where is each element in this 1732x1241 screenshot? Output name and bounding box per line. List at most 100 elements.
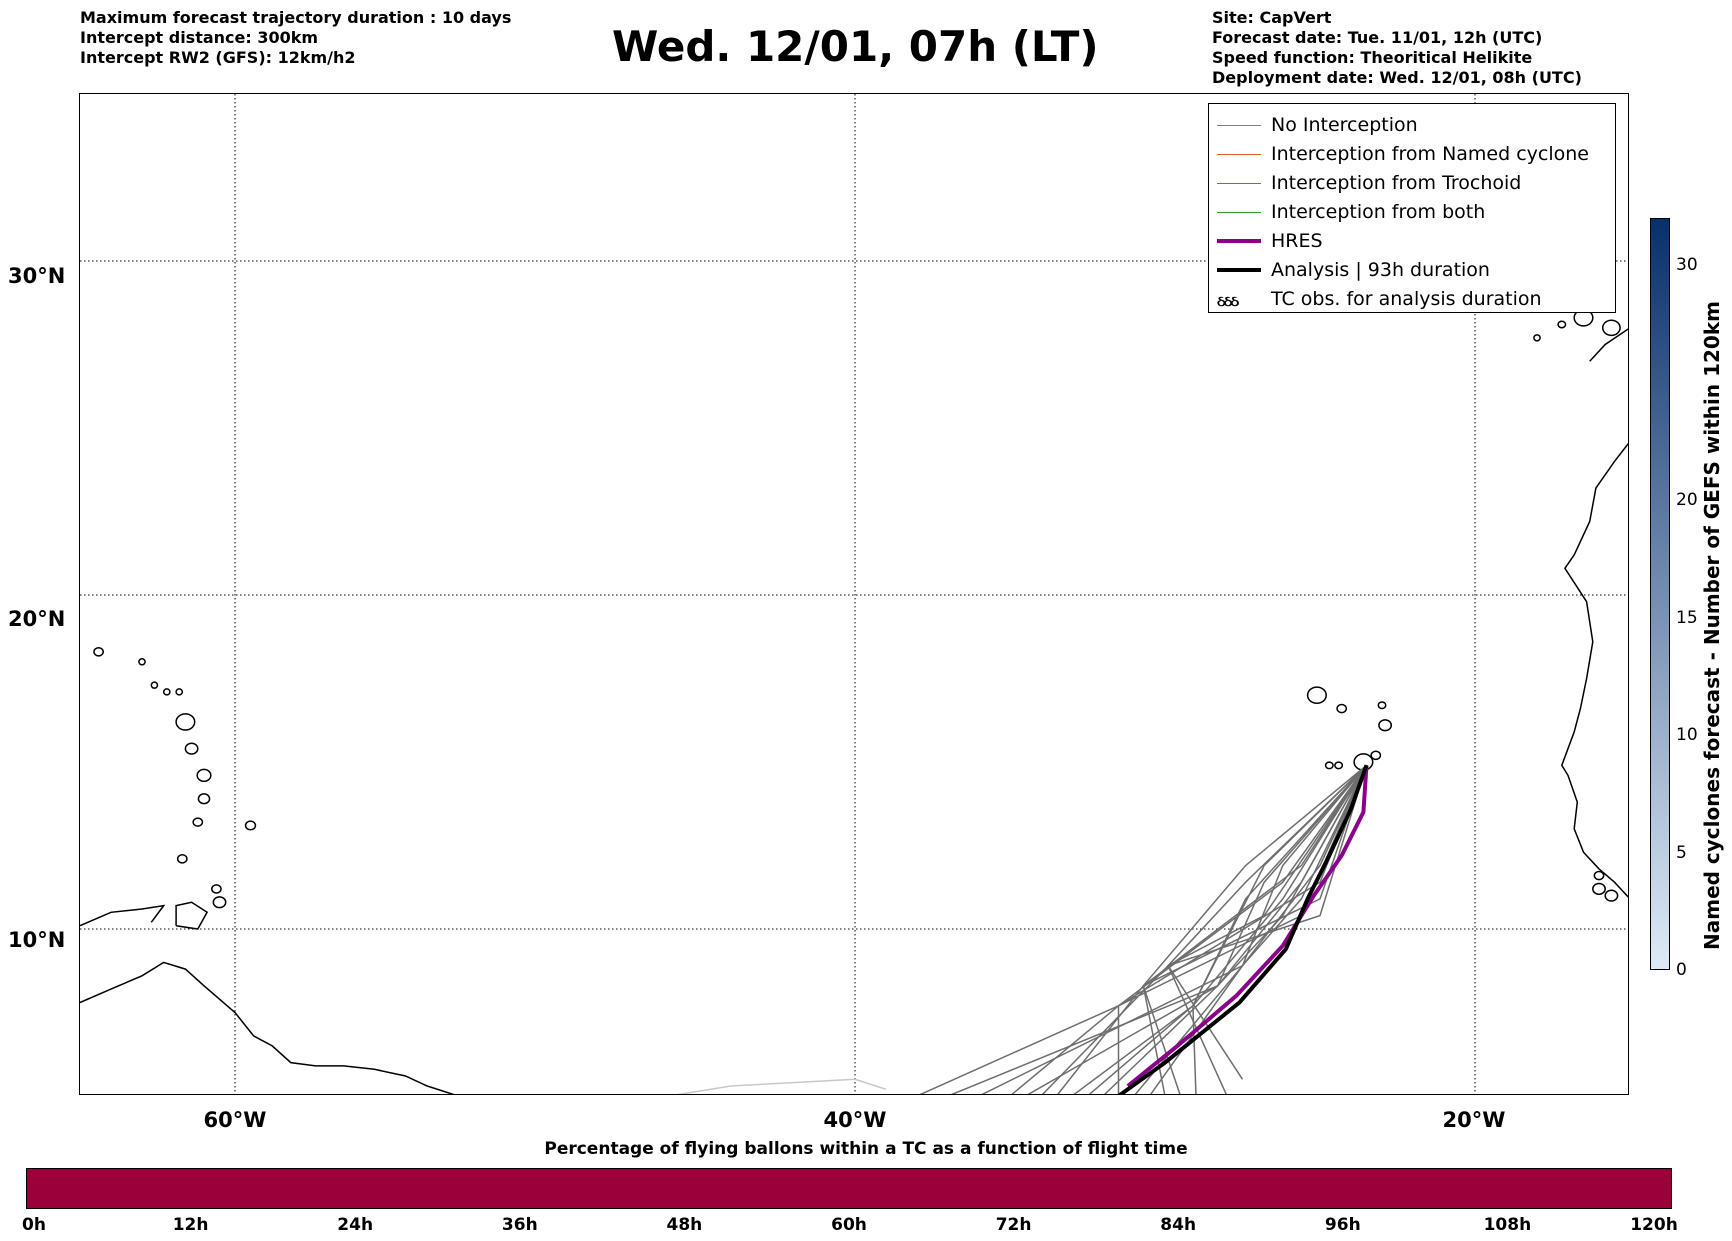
island-outline <box>1306 686 1327 705</box>
legend-item-trochoid: Interception from Trochoid <box>1217 168 1607 197</box>
header-line-distance: Intercept distance: 300km <box>80 28 319 47</box>
south-america-coast <box>80 961 455 1094</box>
header-left-info: Maximum forecast trajectory duration : 1… <box>80 8 511 68</box>
island-outline <box>1604 889 1619 902</box>
ensemble-trajectory <box>1167 764 1368 1094</box>
legend-item-hres: HRES <box>1217 226 1607 255</box>
hbar-tick-label: 48h <box>666 1215 703 1235</box>
island-outline <box>175 713 196 731</box>
venezuela-north-coast <box>80 904 166 927</box>
lat-label-20n: 20°N <box>8 607 66 631</box>
colorbar-vertical <box>1650 218 1670 970</box>
graticule <box>80 94 1628 1094</box>
lon-label-60w: 60°W <box>203 1108 267 1132</box>
colorbar-tick-label: 0 <box>1676 960 1687 980</box>
legend-item-tc-obs: ઠઠઠ TC obs. for analysis duration <box>1217 287 1542 310</box>
island-outline <box>176 854 188 864</box>
island-outline <box>93 646 105 657</box>
hbar-tick-label: 60h <box>831 1215 867 1235</box>
island-outline <box>192 817 204 827</box>
island-outline <box>211 884 222 894</box>
hbar-tick-label: 36h <box>501 1215 538 1235</box>
lat-label-10n: 10°N <box>8 928 66 952</box>
map-canvas[interactable] <box>80 94 1629 1095</box>
tc-symbol-icon: ઠઠઠ <box>1217 291 1239 310</box>
hbar-tick-label: 84h <box>1160 1215 1197 1235</box>
island-outline <box>1533 334 1541 342</box>
legend-item-analysis: Analysis | 93h duration <box>1217 255 1607 284</box>
ensemble-trajectory <box>1073 764 1368 1094</box>
island-outline <box>244 820 257 831</box>
legend-line-olive-icon <box>1217 176 1261 190</box>
island-outline <box>1370 750 1382 761</box>
island-outline <box>1324 761 1334 770</box>
legend-line-green-icon <box>1217 205 1261 219</box>
map-legend: No Interception Interception from Named … <box>1208 103 1616 313</box>
map-title: Wed. 12/01, 07h (LT) <box>612 22 1099 71</box>
africa-north-coast <box>1589 328 1628 362</box>
trinidad-coast <box>175 901 209 930</box>
colorbar-tick-label: 30 <box>1676 255 1698 275</box>
ensemble-trajectory <box>1088 764 1368 1094</box>
legend-line-gray-icon <box>1217 118 1261 132</box>
island-outline <box>184 742 199 755</box>
ensemble-trajectory <box>1142 764 1368 1094</box>
island-outline <box>1557 320 1567 329</box>
legend-item-both: Interception from both <box>1217 197 1607 226</box>
header-line-deployment-date: Deployment date: Wed. 12/01, 08h (UTC) <box>1212 68 1582 87</box>
header-line-intercept: Intercept RW2 (GFS): 12km/h2 <box>80 48 356 67</box>
legend-line-orange-icon <box>1217 147 1261 161</box>
island-outline <box>1336 703 1348 714</box>
island-outline <box>197 793 211 805</box>
header-line-site: Site: CapVert <box>1212 8 1332 27</box>
legend-item-named-cyclone: Interception from Named cyclone <box>1217 139 1607 168</box>
legend-line-purple-icon <box>1217 234 1261 248</box>
island-outline <box>138 658 146 666</box>
island-outline <box>150 681 159 689</box>
hbar-tick-label: 12h <box>172 1215 209 1235</box>
ensemble-trajectory <box>1041 764 1368 1094</box>
analysis-trajectory <box>1117 764 1369 1094</box>
island-outline <box>162 688 171 696</box>
colorbar-horizontal-title: Percentage of flying ballons within a TC… <box>544 1139 1188 1159</box>
lon-label-40w: 40°W <box>823 1108 887 1132</box>
ensemble-trajectory <box>981 764 1368 1094</box>
island-outline <box>1334 761 1344 770</box>
coastlines <box>80 302 1628 1094</box>
lat-label-30n: 30°N <box>8 264 66 288</box>
trajectories <box>676 764 1369 1094</box>
ensemble-trajectory <box>1134 764 1368 1094</box>
hbar-tick-label: 96h <box>1324 1215 1361 1235</box>
hbar-tick-label: 24h <box>337 1215 374 1235</box>
colorbar-tick-label: 20 <box>1676 490 1698 510</box>
colorbar-vertical-label: Named cyclones forecast - Number of GEFS… <box>1700 301 1724 950</box>
legend-item-no-interception: No Interception <box>1217 110 1607 139</box>
island-outline <box>212 896 227 909</box>
ensemble-trajectory <box>1142 764 1367 1094</box>
island-outline <box>175 688 184 696</box>
ensemble-trajectory <box>1117 765 1368 1094</box>
colorbar-tick-label: 10 <box>1676 725 1698 745</box>
header-line-forecast-date: Forecast date: Tue. 11/01, 12h (UTC) <box>1212 28 1543 47</box>
header-line-speed-function: Speed function: Theoritical Helikite <box>1212 48 1533 67</box>
island-outline <box>1601 319 1621 337</box>
island-outline <box>1377 701 1387 710</box>
colorbar-tick-label: 5 <box>1676 842 1687 863</box>
ensemble-trajectory <box>919 764 1368 1094</box>
hbar-tick-label: 120h <box>1630 1215 1678 1235</box>
hbar-tick-label: 108h <box>1483 1215 1532 1235</box>
faint-trajectory <box>676 1078 887 1094</box>
ensemble-trajectory <box>1027 764 1368 1094</box>
island-outline <box>1592 882 1606 896</box>
header-line-duration: Maximum forecast trajectory duration : 1… <box>80 8 512 27</box>
legend-line-black-icon <box>1217 263 1261 277</box>
island-outline <box>1378 719 1393 732</box>
colorbar-tick-label: 15 <box>1676 607 1698 628</box>
ensemble-trajectory <box>950 764 1368 1094</box>
africa-coast <box>1560 442 1628 898</box>
hbar-tick-label: 0h <box>22 1215 46 1235</box>
ensemble-trajectory <box>1057 765 1368 1094</box>
hbar-tick-label: 72h <box>995 1215 1032 1235</box>
header-right-info: Site: CapVert Forecast date: Tue. 11/01,… <box>1212 8 1582 88</box>
island-outline <box>196 768 212 783</box>
